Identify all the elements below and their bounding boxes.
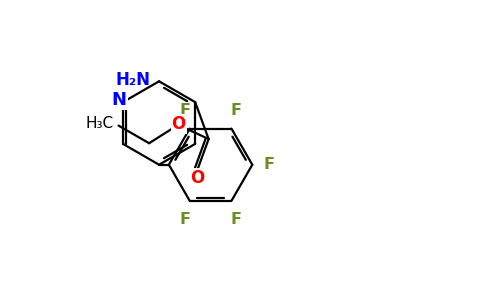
Text: F: F <box>263 157 274 172</box>
Text: H₃C: H₃C <box>86 116 114 131</box>
Text: F: F <box>231 212 242 226</box>
Text: O: O <box>172 115 186 133</box>
Text: O: O <box>191 169 205 187</box>
Text: F: F <box>180 103 190 118</box>
Text: H₂N: H₂N <box>115 71 150 89</box>
Text: F: F <box>180 212 190 226</box>
Text: F: F <box>231 103 242 118</box>
Text: N: N <box>111 91 126 109</box>
